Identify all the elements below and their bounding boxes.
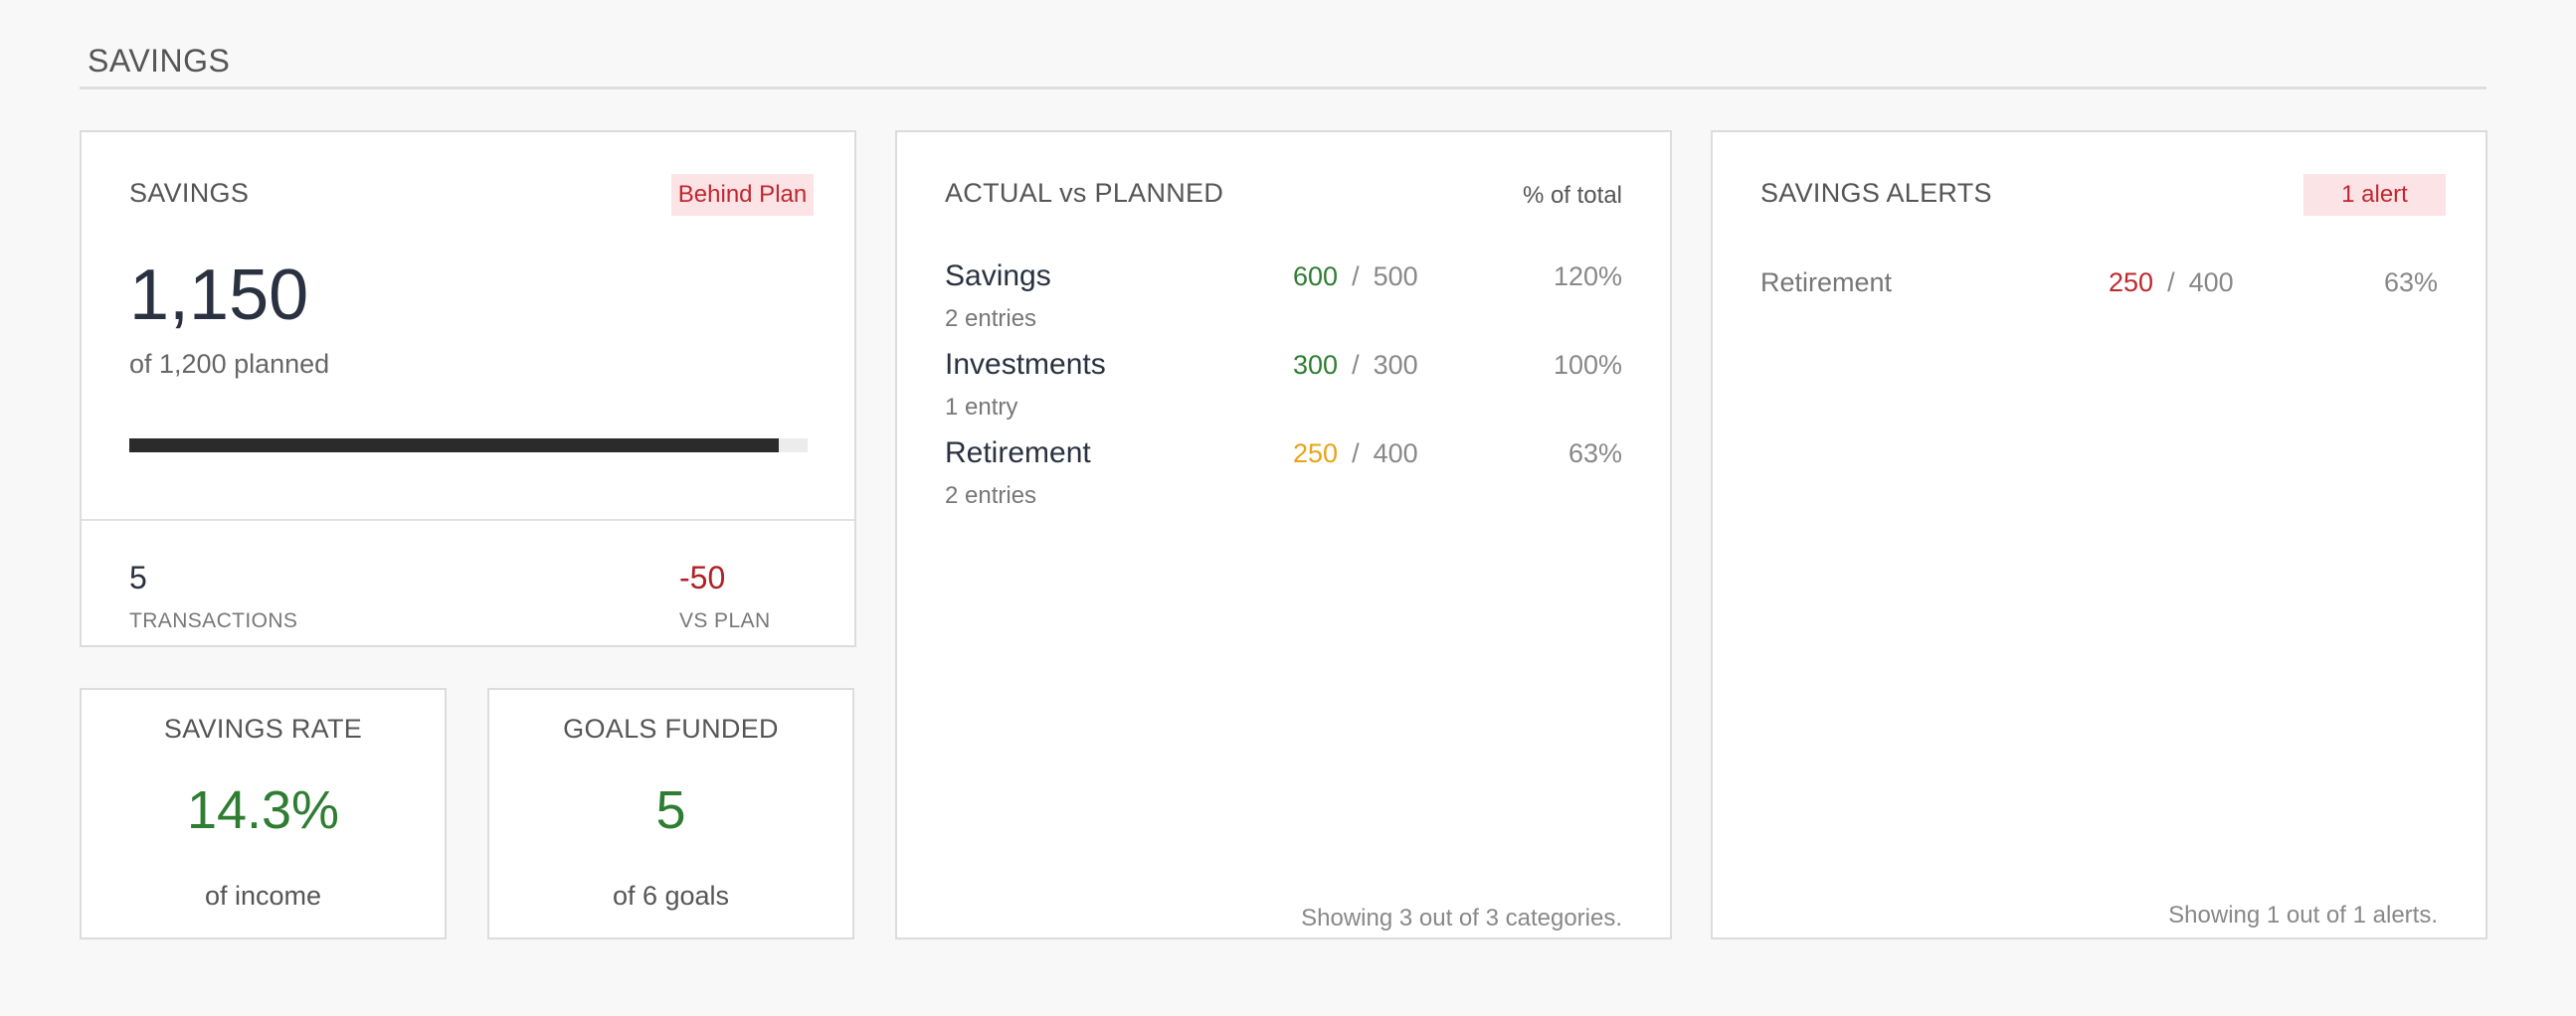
vs-plan-label: VS PLAN — [679, 609, 771, 632]
alert-row[interactable]: Retirement 250 / 400 63% — [1760, 267, 2438, 307]
ratio-separator: / — [2167, 267, 2175, 297]
transactions-stat: 5 TRANSACTIONS — [129, 562, 297, 633]
goals-funded-title: GOALS FUNDED — [563, 714, 779, 744]
category-actual: 600 — [1293, 261, 1339, 291]
ratio-separator: / — [1352, 350, 1360, 380]
savings-rate-card: SAVINGS RATE 14.3% of income — [80, 688, 447, 939]
category-row[interactable]: Savings 2 entries 600 / 500 120% — [945, 259, 1622, 347]
alerts-footer: Showing 1 out of 1 alerts. — [2168, 902, 2438, 929]
goals-funded-sub: of 6 goals — [612, 881, 730, 911]
savings-alerts-card: SAVINGS ALERTS 1 alert Retirement 250 / 40… — [1711, 130, 2487, 939]
vs-plan-value: -50 — [679, 560, 726, 595]
category-row[interactable]: Investments 1 entry 300 / 300 100% — [945, 348, 1622, 435]
category-actual: 250 — [1293, 438, 1339, 468]
alert-planned: 400 — [2188, 267, 2234, 297]
category-entries: 1 entry — [945, 394, 1018, 421]
savings-amount: 1,150 — [129, 255, 309, 335]
savings-card: SAVINGS Behind Plan 1,150 of 1,200 plann… — [80, 130, 856, 647]
alert-percent: 63% — [2383, 267, 2438, 297]
category-percent: 63% — [1567, 438, 1622, 468]
categories-footer: Showing 3 out of 3 categories. — [1301, 905, 1622, 931]
alert-actual: 250 — [2109, 267, 2154, 297]
actual-vs-planned-card: ACTUAL vs PLANNED % of total Savings 2 e… — [895, 130, 1672, 939]
percent-of-total-label: % of total — [1522, 182, 1622, 209]
category-ratio: 600 / 500 — [1293, 261, 1418, 292]
savings-rate-title: SAVINGS RATE — [163, 714, 363, 744]
savings-card-top: SAVINGS Behind Plan 1,150 of 1,200 plann… — [82, 132, 854, 521]
category-percent: 100% — [1553, 350, 1622, 380]
category-planned: 400 — [1373, 438, 1418, 468]
status-badge: Behind Plan — [671, 174, 814, 216]
goals-funded-value: 5 — [655, 780, 686, 840]
category-name: Retirement — [945, 436, 1091, 469]
actual-vs-planned-title: ACTUAL vs PLANNED — [945, 178, 1224, 208]
category-row[interactable]: Retirement 2 entries 250 / 400 63% — [945, 436, 1622, 524]
category-percent: 120% — [1553, 261, 1622, 291]
category-ratio: 250 / 400 — [1293, 438, 1418, 469]
ratio-separator: / — [1352, 261, 1360, 291]
savings-rate-sub: of income — [204, 881, 322, 911]
savings-alerts-title: SAVINGS ALERTS — [1760, 178, 1992, 208]
category-planned: 300 — [1373, 350, 1418, 380]
savings-planned-text: of 1,200 planned — [129, 349, 330, 379]
category-entries: 2 entries — [945, 305, 1037, 332]
savings-rate-value: 14.3% — [186, 780, 340, 840]
category-actual: 300 — [1293, 350, 1339, 380]
savings-progress-bar — [129, 438, 808, 452]
alert-ratio: 250 / 400 — [2109, 267, 2234, 298]
section-header: SAVINGS — [80, 38, 2486, 89]
transactions-value: 5 — [129, 560, 147, 595]
category-entries: 2 entries — [945, 482, 1037, 509]
alert-name: Retirement — [1760, 267, 1893, 297]
alert-count-badge: 1 alert — [2303, 174, 2446, 216]
category-name: Investments — [945, 348, 1106, 381]
ratio-separator: / — [1352, 438, 1360, 468]
category-planned: 500 — [1373, 261, 1418, 291]
vs-plan-stat: -50 VS PLAN — [679, 562, 771, 633]
category-name: Savings — [945, 259, 1051, 292]
transactions-label: TRANSACTIONS — [129, 609, 298, 632]
goals-funded-card: GOALS FUNDED 5 of 6 goals — [487, 688, 854, 939]
savings-card-title: SAVINGS — [129, 178, 250, 208]
section-title: SAVINGS — [88, 43, 231, 79]
savings-progress-fill — [129, 438, 780, 452]
category-ratio: 300 / 300 — [1293, 350, 1418, 381]
